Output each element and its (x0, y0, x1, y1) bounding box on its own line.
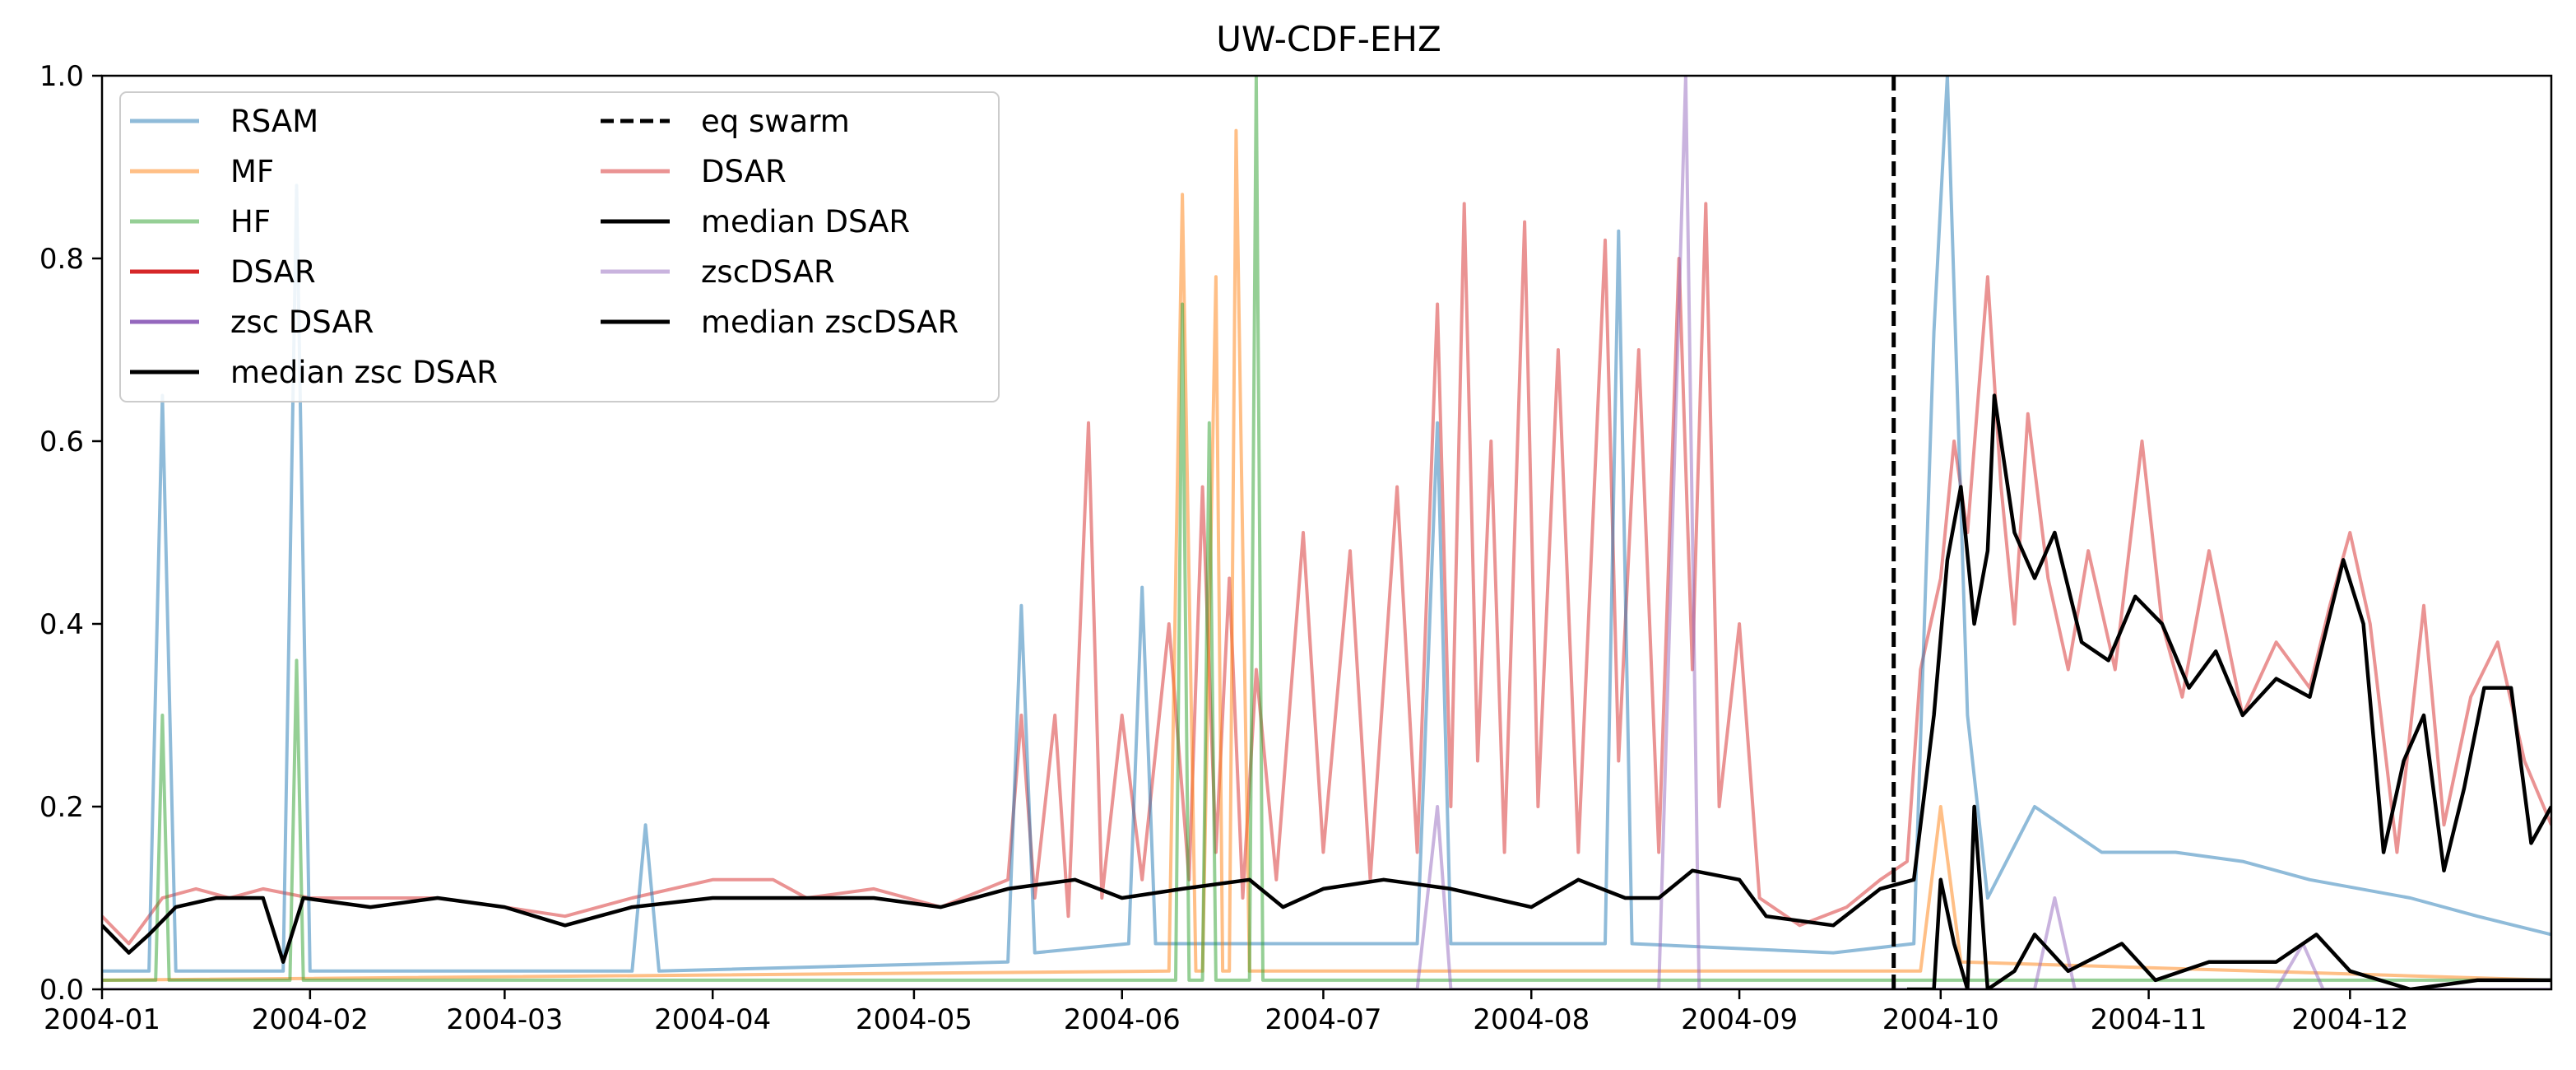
axes: 2004-01 2004-02 2004-03 2004-04 2004-05 2004-… (39, 60, 2553, 1036)
legend-label: median zsc DSAR (230, 355, 498, 390)
series-line-zscdsar (102, 76, 2551, 989)
plot-area (102, 76, 2551, 989)
series-line-median-dsar (102, 393, 2551, 964)
y-tick-label: 0.2 (39, 791, 84, 824)
legend-label: eq swarm (701, 104, 850, 139)
legend-label: median zscDSAR (701, 305, 958, 340)
legend-label: RSAM (230, 104, 318, 139)
y-tick-label: 1.0 (39, 60, 84, 93)
legend-label: HF (230, 204, 271, 240)
legend-label: zsc DSAR (230, 305, 374, 340)
chart-title: UW-CDF-EHZ (1216, 19, 1441, 59)
series-line-mf (102, 128, 2551, 982)
series-line-dsar (102, 202, 2551, 946)
x-tick-label: 2004-09 (1681, 1003, 1798, 1036)
y-tick-label: 0.0 (39, 974, 84, 1007)
series-line-median-zscdsar (1907, 804, 2551, 989)
x-tick-label: 2004-08 (1473, 1003, 1590, 1036)
series-line-hf (102, 76, 2551, 982)
series-line-rsam (102, 76, 2551, 973)
legend-label: DSAR (230, 254, 316, 290)
y-tick-label: 0.4 (39, 608, 84, 641)
x-tick-label: 2004-10 (1882, 1003, 1999, 1036)
legend-label: zscDSAR (701, 254, 835, 290)
plot-frame (100, 74, 2553, 991)
x-tick-label: 2004-02 (252, 1003, 369, 1036)
legend-label: DSAR (701, 154, 787, 189)
legend-label: median DSAR (701, 204, 910, 240)
y-tick-label: 0.6 (39, 426, 84, 458)
x-tick-label: 2004-05 (856, 1003, 972, 1036)
x-tick-label: 2004-11 (2091, 1003, 2207, 1036)
y-tick-label: 0.8 (39, 243, 84, 276)
legend-box (119, 91, 1000, 402)
x-tick-label: 2004-04 (654, 1003, 771, 1036)
x-tick-label: 2004-03 (446, 1003, 563, 1036)
x-tick-label: 2004-07 (1265, 1003, 1381, 1036)
x-tick-label: 2004-06 (1064, 1003, 1181, 1036)
legend-label: MF (230, 154, 274, 189)
x-tick-label: 2004-12 (2291, 1003, 2408, 1036)
x-tick-label: 2004-01 (44, 1003, 160, 1036)
legend: RSAM MF HF DSAR zsc DSAR median zsc DSAR eq sw… (119, 91, 1000, 402)
